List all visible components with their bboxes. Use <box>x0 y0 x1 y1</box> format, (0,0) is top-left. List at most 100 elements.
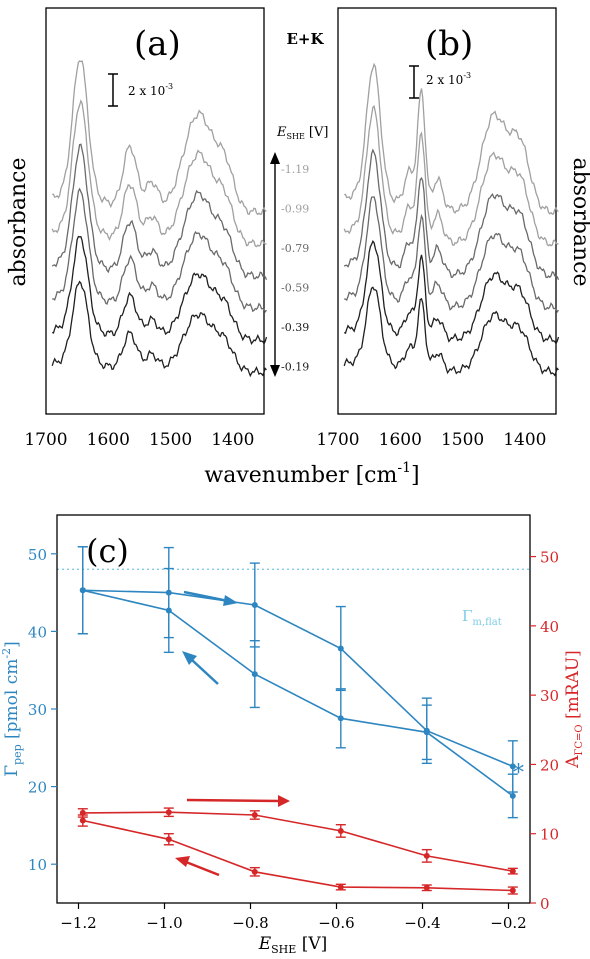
panel-a: (a) 2 x 10-3 absorbance 1700 1600 1500 1400 <box>6 7 268 450</box>
data-point <box>509 792 516 799</box>
data-point <box>79 809 86 816</box>
direction-arrows <box>175 590 290 877</box>
arrow-right-icon <box>186 795 290 807</box>
data-point <box>79 587 86 594</box>
panel-c-label: (c) <box>86 532 129 570</box>
hline-label: Γm,flat <box>462 607 502 628</box>
data-point <box>337 645 344 652</box>
potential-label: -0.59 <box>281 282 309 295</box>
ytick-left-label: 10 <box>28 856 47 874</box>
potential-label: -0.79 <box>281 242 309 255</box>
series-line <box>82 589 514 768</box>
panel-b: (b) 2 x 10-3 absorbance 1700 1600 1500 1400 <box>316 7 590 450</box>
spectrum-line <box>343 148 560 280</box>
spectrum-line <box>52 235 268 346</box>
spectrum-line <box>343 240 560 345</box>
condition-label: E+K <box>286 30 324 48</box>
panel-c-data <box>77 546 518 895</box>
xtick-label: 1600 <box>379 430 422 450</box>
spectrum-line <box>343 286 559 377</box>
spectra-xlabel: wavenumber [cm-1] <box>204 460 419 488</box>
panel-b-scalebar: 2 x 10-3 <box>409 65 471 99</box>
data-point <box>251 671 258 678</box>
ytick-left-label: 40 <box>28 623 47 641</box>
xtick-label: 1700 <box>24 430 67 450</box>
panel-c-frame <box>56 514 531 904</box>
potential-title: ESHE [V] <box>276 125 328 141</box>
spectrum-line <box>343 105 559 247</box>
xtick-label: −1.0 <box>146 914 182 932</box>
scalebar-label: 2 x 10-3 <box>426 71 471 87</box>
panel-b-xticks: 1700 1600 1500 1400 <box>316 430 546 450</box>
potential-axis: E+K ESHE [V] -1.19 -0.99 -0.79 -0.59 -0.39 -0… <box>270 30 328 377</box>
potential-labels: -1.19 -0.99 -0.79 -0.59 -0.39 -0.19 <box>281 163 309 374</box>
data-point <box>337 884 344 891</box>
potential-label: -1.19 <box>281 163 309 176</box>
panel-a-label: (a) <box>134 24 181 64</box>
data-point <box>251 602 258 609</box>
xtick-label: −1.2 <box>60 914 96 932</box>
panel-b-frame <box>337 7 557 415</box>
arrow-up-icon <box>270 152 280 164</box>
ytick-right-label: 30 <box>540 687 559 705</box>
ytick-left-label: 30 <box>28 701 47 719</box>
data-point <box>337 715 344 722</box>
ytick-left-label: 50 <box>28 546 47 564</box>
data-point <box>509 887 516 894</box>
spectrum-line <box>52 60 267 216</box>
spectrum-line <box>52 187 268 314</box>
panel-a-ylabel: absorbance <box>6 158 31 287</box>
panel-b-ylabel: absorbance <box>568 158 590 287</box>
spectrum-line <box>51 280 267 378</box>
data-point <box>165 809 172 816</box>
arrow-down-icon <box>270 365 280 377</box>
ytick-left-label: 20 <box>28 779 47 797</box>
xtick-label: 1400 <box>211 430 254 450</box>
panel-a-frame <box>45 7 265 415</box>
potential-label: -0.99 <box>281 203 309 216</box>
series-line <box>82 589 514 797</box>
panel-c-axes: −1.2 −1.0 −0.8 −0.6 −0.4 −0.2 10 20 30 40 50 0 10 20 3… <box>28 546 559 932</box>
ytick-right-label: 40 <box>540 618 559 636</box>
scalebar-label: 2 x 10-3 <box>128 82 173 98</box>
panel-c-xlabel: ESHE [V] <box>258 934 328 956</box>
ytick-right-label: 50 <box>540 549 559 567</box>
xtick-label: 1500 <box>149 430 192 450</box>
potential-label: -0.19 <box>281 361 309 374</box>
arrow-left-icon <box>182 651 219 685</box>
spectrum-line <box>344 196 560 314</box>
panel-c-ylabel-right: AΓC=O [mRAU] <box>563 650 585 769</box>
data-point <box>337 827 344 834</box>
spectrum-line <box>344 62 559 215</box>
spectrum-line <box>51 99 267 248</box>
panel-a-scalebar: 2 x 10-3 <box>108 73 173 107</box>
data-point <box>509 868 516 875</box>
xtick-label: −0.6 <box>318 914 354 932</box>
data-point <box>251 812 258 819</box>
xtick-label: −0.4 <box>404 914 440 932</box>
panel-b-label: (b) <box>425 24 473 64</box>
series-line <box>82 819 513 892</box>
panel-a-spectra <box>51 60 268 378</box>
data-point <box>165 836 172 843</box>
data-point <box>509 763 516 770</box>
asterisk-marker: * <box>513 761 524 786</box>
xtick-label: 1600 <box>87 430 130 450</box>
data-point <box>79 817 86 824</box>
data-point <box>251 868 258 875</box>
ytick-right-label: 0 <box>540 895 550 913</box>
data-point <box>423 884 430 891</box>
ytick-right-label: 10 <box>540 826 559 844</box>
series-line <box>82 811 513 872</box>
xtick-label: −0.2 <box>490 914 526 932</box>
spectrum-line <box>51 143 268 281</box>
data-point <box>423 852 430 859</box>
ytick-right-label: 20 <box>540 756 559 774</box>
data-point <box>423 727 430 734</box>
arrow-left-icon <box>175 856 220 877</box>
xtick-label: 1700 <box>316 430 359 450</box>
arrow-right-icon <box>183 590 238 606</box>
panel-c: −1.2 −1.0 −0.8 −0.6 −0.4 −0.2 10 20 30 40 50 0 10 20 3… <box>0 514 585 956</box>
potential-label: -0.39 <box>281 321 309 334</box>
